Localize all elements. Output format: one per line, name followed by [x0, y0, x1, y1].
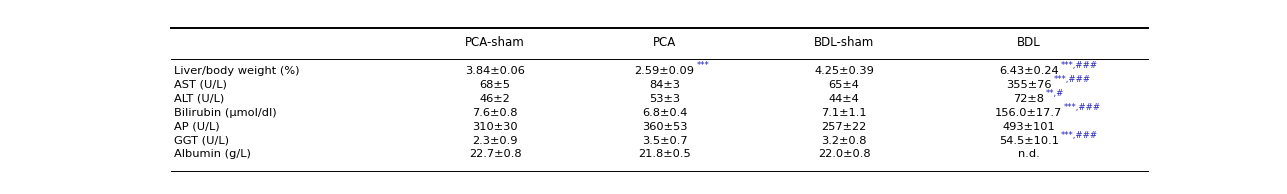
Text: 3.2±0.8: 3.2±0.8: [821, 136, 867, 146]
Text: ALT (U/L): ALT (U/L): [174, 94, 224, 104]
Text: 156.0±17.7: 156.0±17.7: [995, 108, 1062, 118]
Text: 355±76: 355±76: [1006, 80, 1051, 90]
Text: BDL: BDL: [1017, 36, 1040, 49]
Text: 7.6±0.8: 7.6±0.8: [472, 108, 517, 118]
Text: 44±4: 44±4: [829, 94, 860, 104]
Text: **,#: **,#: [1046, 89, 1064, 98]
Text: 53±3: 53±3: [649, 94, 680, 104]
Text: AP (U/L): AP (U/L): [174, 122, 220, 132]
Text: ***,###: ***,###: [1060, 61, 1098, 70]
Text: 68±5: 68±5: [480, 80, 511, 90]
Text: 360±53: 360±53: [642, 122, 687, 132]
Text: 65±4: 65±4: [829, 80, 860, 90]
Text: 3.84±0.06: 3.84±0.06: [465, 66, 525, 76]
Text: 22.0±0.8: 22.0±0.8: [817, 149, 870, 159]
Text: ***: ***: [696, 61, 709, 70]
Text: 84±3: 84±3: [649, 80, 680, 90]
Text: 2.59±0.09: 2.59±0.09: [634, 66, 695, 76]
Text: ***,###: ***,###: [1053, 75, 1090, 84]
Text: 3.5±0.7: 3.5±0.7: [642, 136, 687, 146]
Text: 54.5±10.1: 54.5±10.1: [999, 136, 1059, 146]
Text: PCA: PCA: [653, 36, 676, 49]
Text: 46±2: 46±2: [480, 94, 511, 104]
Text: n.d.: n.d.: [1018, 149, 1040, 159]
Text: AST (U/L): AST (U/L): [174, 80, 227, 90]
Text: GGT (U/L): GGT (U/L): [174, 136, 229, 146]
Text: Liver/body weight (%): Liver/body weight (%): [174, 66, 300, 76]
Text: 493±101: 493±101: [1003, 122, 1055, 132]
Text: 22.7±0.8: 22.7±0.8: [468, 149, 521, 159]
Text: Albumin (g/L): Albumin (g/L): [174, 149, 251, 159]
Text: 257±22: 257±22: [821, 122, 866, 132]
Text: 21.8±0.5: 21.8±0.5: [638, 149, 691, 159]
Text: ***,###: ***,###: [1060, 131, 1098, 140]
Text: ***,###: ***,###: [1064, 103, 1102, 112]
Text: Bilirubin (μmol/dl): Bilirubin (μmol/dl): [174, 108, 277, 118]
Text: PCA-sham: PCA-sham: [465, 36, 525, 49]
Text: 6.43±0.24: 6.43±0.24: [999, 66, 1058, 76]
Text: 4.25±0.39: 4.25±0.39: [815, 66, 874, 76]
Text: 72±8: 72±8: [1013, 94, 1044, 104]
Text: 2.3±0.9: 2.3±0.9: [472, 136, 517, 146]
Text: BDL-sham: BDL-sham: [813, 36, 874, 49]
Text: 6.8±0.4: 6.8±0.4: [642, 108, 687, 118]
Text: 310±30: 310±30: [472, 122, 517, 132]
Text: 7.1±1.1: 7.1±1.1: [821, 108, 867, 118]
